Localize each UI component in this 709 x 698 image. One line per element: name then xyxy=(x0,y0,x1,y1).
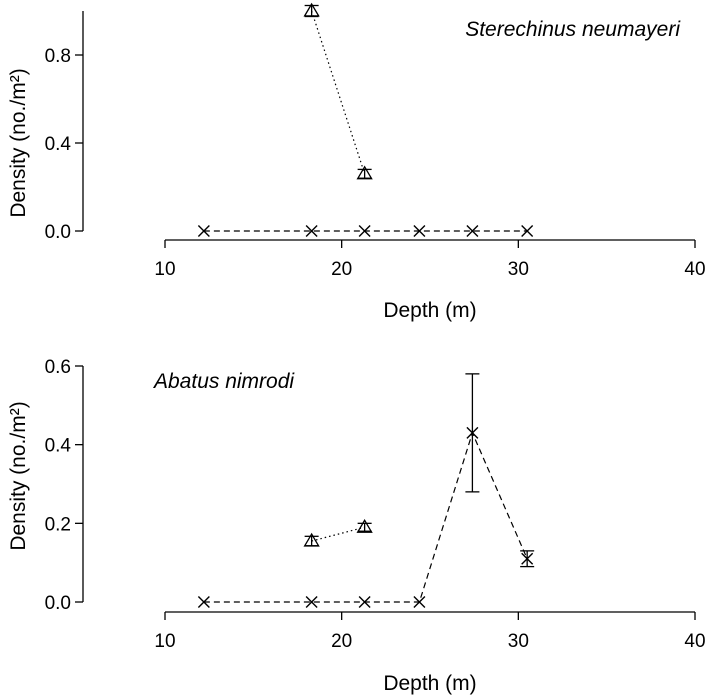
triangle-marker xyxy=(303,532,320,547)
x-tick-label: 30 xyxy=(508,259,529,280)
x-marker xyxy=(197,225,210,237)
x-tick-label: 30 xyxy=(508,631,529,652)
x-tick-label: 40 xyxy=(684,259,705,280)
x-marker xyxy=(197,596,210,608)
x-tick-label: 10 xyxy=(154,259,175,280)
y-tick-label: 0.4 xyxy=(45,436,72,457)
x-axis-title: Depth (m) xyxy=(383,299,476,322)
panel-title: Sterechinus neumayeri xyxy=(465,18,681,41)
triangle-marker xyxy=(303,2,320,17)
series-line xyxy=(311,10,366,174)
panel-abatus: 10 20 30 40 0.0 0.2 0.4 0.6 Abatus nimrodi Dept… xyxy=(7,357,706,695)
series-line xyxy=(203,431,528,603)
x-marker xyxy=(521,225,534,237)
x-marker xyxy=(358,225,371,237)
x-tick-label: 20 xyxy=(331,631,352,652)
x-marker xyxy=(305,225,318,237)
x-marker xyxy=(413,596,426,608)
y-axis-title: Density (no./m²) xyxy=(7,401,30,550)
y-tick-label: 0.0 xyxy=(45,222,71,243)
x-marker xyxy=(521,552,534,565)
series-line xyxy=(311,526,365,542)
x-axis-title: Depth (m) xyxy=(383,672,476,695)
panel-title: Abatus nimrodi xyxy=(152,370,295,393)
y-tick-label: 0.6 xyxy=(45,357,71,378)
x-marker xyxy=(466,225,479,237)
y-tick-label: 0.2 xyxy=(45,514,71,535)
y-tick-label: 0.0 xyxy=(45,593,71,614)
panel-sterechinus: 10 20 30 400.00.40.8 Sterechinus neumayeri … xyxy=(7,2,706,322)
x-marker xyxy=(358,596,371,608)
x-marker xyxy=(413,225,426,237)
triangle-marker xyxy=(356,518,373,533)
x-tick-label: 40 xyxy=(684,631,705,652)
y-tick-label: 0.4 xyxy=(45,134,72,155)
x-tick-label: 20 xyxy=(331,259,352,280)
x-marker xyxy=(466,426,479,439)
x-tick-label: 10 xyxy=(154,631,175,652)
x-marker xyxy=(305,596,318,608)
y-axis-title: Density (no./m²) xyxy=(7,68,30,217)
triangle-marker xyxy=(356,165,373,180)
y-tick-label: 0.8 xyxy=(45,46,71,67)
